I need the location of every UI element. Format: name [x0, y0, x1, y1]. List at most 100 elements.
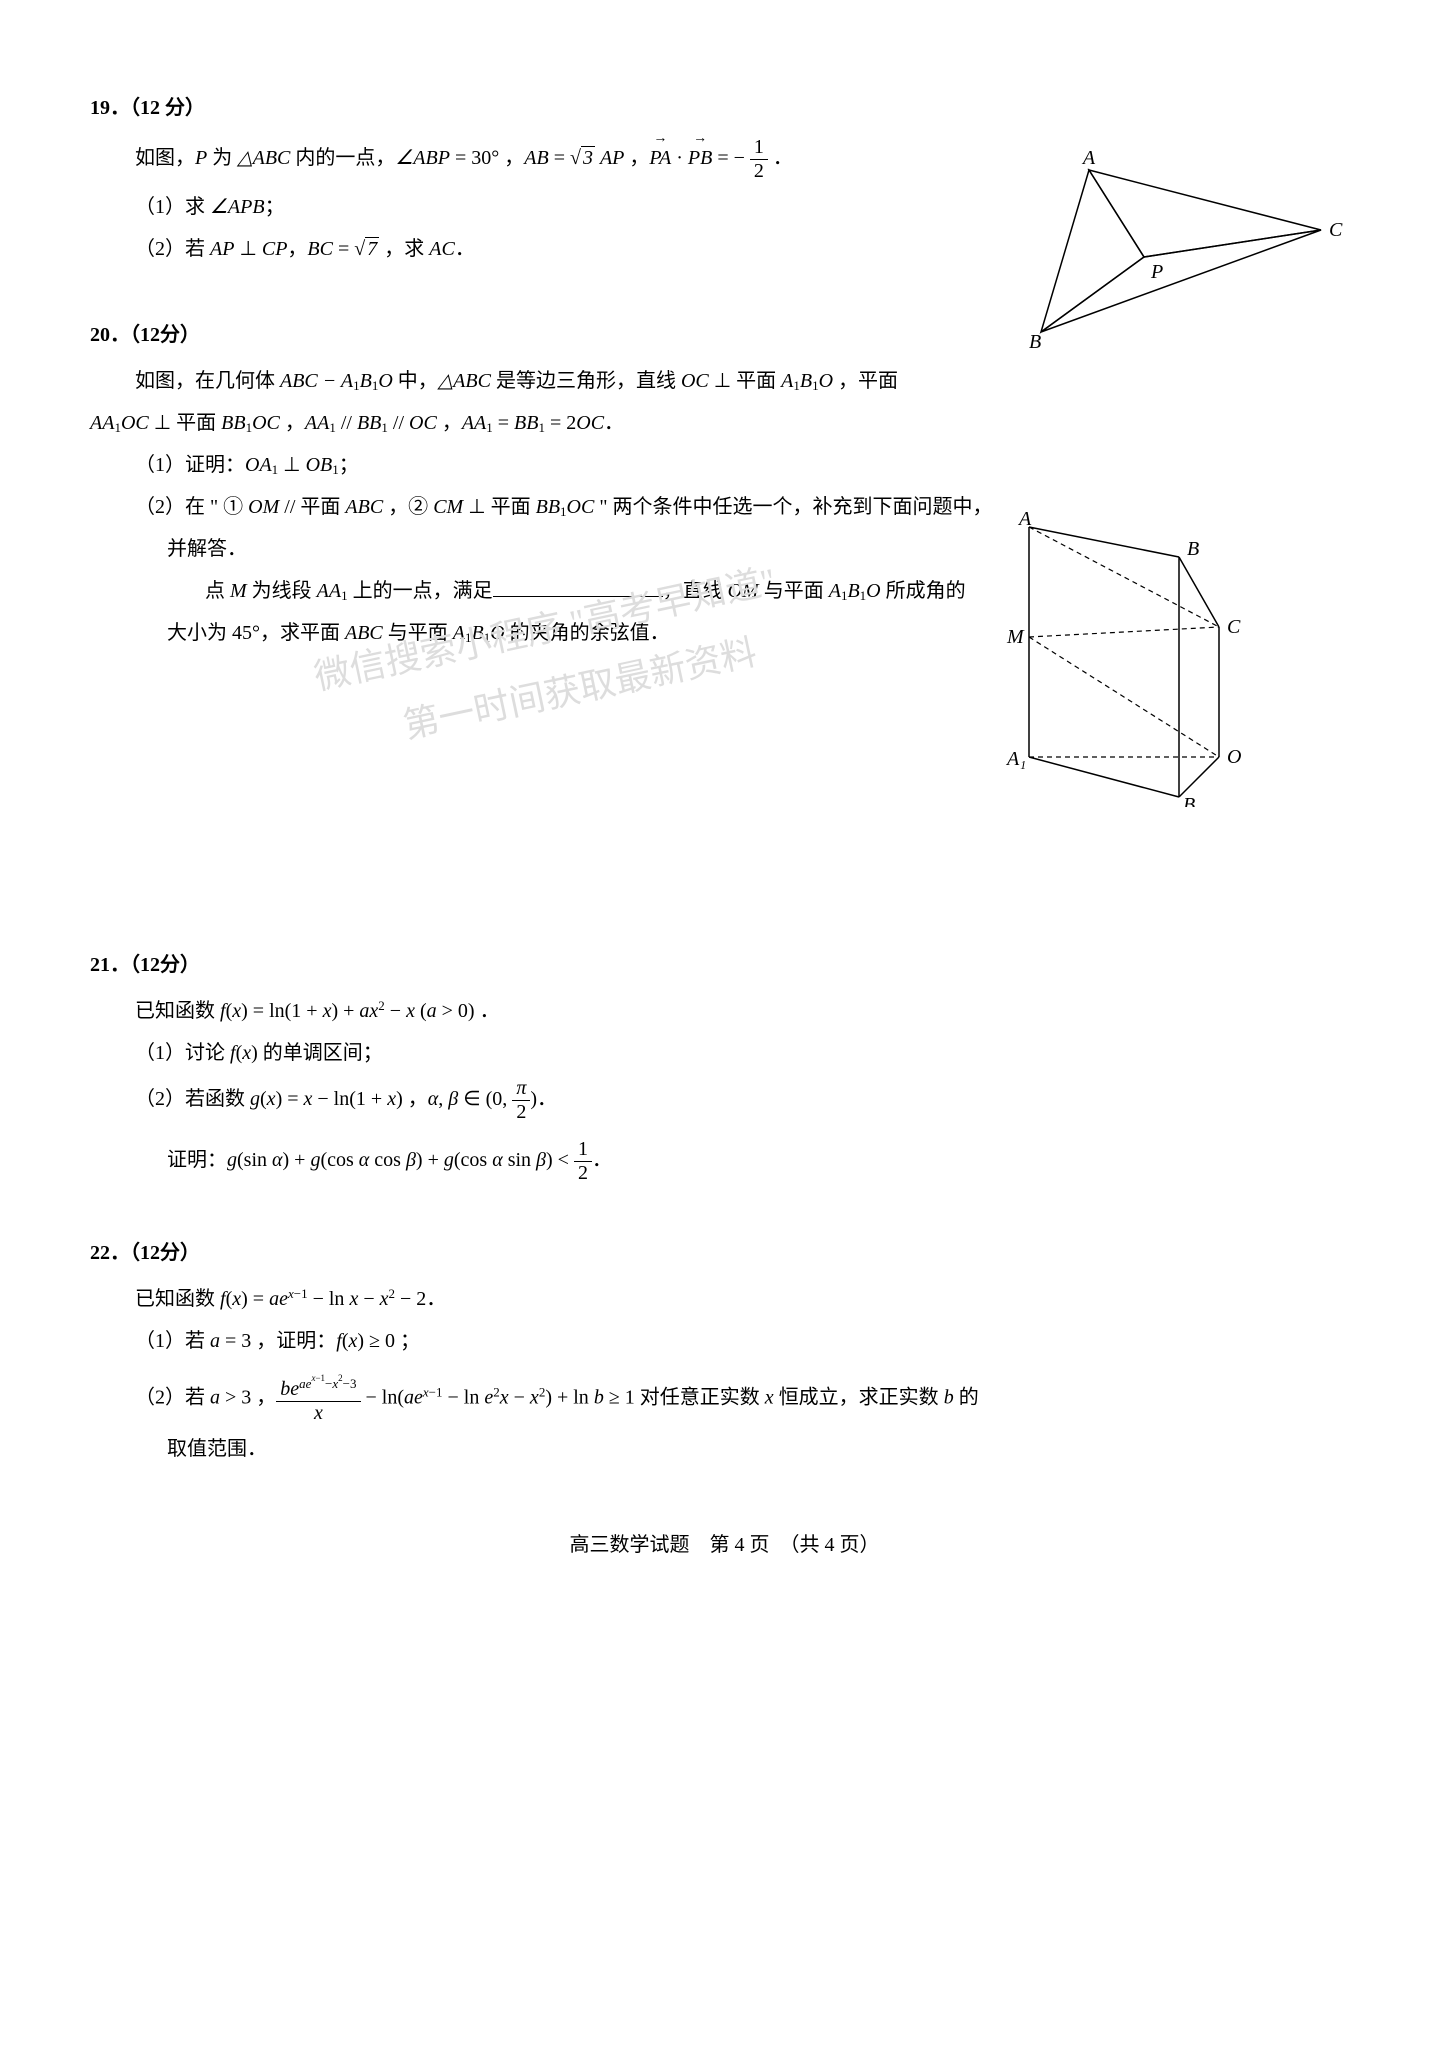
math: > 3: [220, 1387, 251, 1409]
math: =: [549, 147, 570, 169]
p21-intro: 已知函数 f(x) = ln(1 + x) + ax2 − x (a > 0) …: [135, 993, 1359, 1029]
math: (cos: [320, 1149, 358, 1171]
math: x: [387, 1088, 396, 1110]
math: ≥ 1: [604, 1387, 635, 1409]
text: 为线段: [247, 580, 317, 602]
math: A1B1O: [781, 370, 833, 392]
text: 恒成立，求正实数: [774, 1387, 944, 1409]
math: AP: [210, 238, 234, 260]
text: 大小为 45°，求平面: [167, 622, 345, 644]
text: ，: [403, 1088, 428, 1110]
math: ⊥: [234, 238, 261, 260]
text: （1）讨论: [135, 1042, 230, 1064]
text: ，证明：: [251, 1330, 336, 1352]
problem-22-body: 已知函数 f(x) = aex−1 − ln x − x2 − 2． （1）若 …: [90, 1281, 1359, 1467]
frac: beaex−1−x2−3x: [276, 1373, 360, 1425]
math: ) = ln(1 +: [241, 1000, 322, 1022]
math: AA1: [317, 580, 348, 602]
frac: 12: [574, 1138, 592, 1185]
math: ae: [404, 1387, 423, 1409]
math: b: [944, 1387, 954, 1409]
text: 内的一点，: [290, 147, 395, 169]
math: β: [448, 1088, 458, 1110]
math: ⊥: [149, 412, 176, 434]
text: ．: [604, 412, 624, 434]
text: 已知函数: [135, 1288, 220, 1310]
math: ) ≥ 0: [357, 1330, 395, 1352]
math: α: [428, 1088, 439, 1110]
svg-text:M: M: [1006, 626, 1025, 648]
math: △ABC: [438, 370, 491, 392]
problem-22-header: 22．（12分）: [90, 1235, 1359, 1271]
math: =: [493, 412, 514, 434]
frac: π2: [512, 1077, 530, 1124]
p20-line2: AA1OC ⊥ 平面 BB1OC ，AA1 // BB1 // OC ，AA1 …: [90, 405, 1359, 441]
problem-20-header: 20．（12分）: [90, 317, 1359, 353]
math: x: [242, 1042, 251, 1064]
math: ): [396, 1088, 403, 1110]
text: 平面: [491, 496, 536, 518]
p22-sub2f: 取值范围．: [135, 1431, 1359, 1467]
math: ，: [624, 147, 649, 169]
text: ，: [287, 238, 307, 260]
math: (cos: [454, 1149, 492, 1171]
math: BB1: [514, 412, 545, 434]
math: (: [342, 1330, 349, 1352]
math: ) + ln: [545, 1387, 594, 1409]
math: − ln(: [361, 1387, 405, 1409]
math: − 2: [395, 1288, 426, 1310]
math: M: [230, 580, 247, 602]
math: sin: [503, 1149, 536, 1171]
text: 平面: [736, 370, 781, 392]
math: ax: [359, 1000, 378, 1022]
math: CM: [433, 496, 463, 518]
math: =: [333, 238, 354, 260]
footer-page: 第 4 页: [710, 1534, 770, 1556]
problem-19-header: 19．（12 分）: [90, 90, 1359, 126]
math: x: [765, 1387, 774, 1409]
math: OC: [409, 412, 437, 434]
math: ) +: [331, 1000, 359, 1022]
math: α: [272, 1149, 283, 1171]
p21-sub2: （2）若函数 g(x) = x − ln(1 + x) ，α, β ∈ (0, …: [135, 1077, 1359, 1124]
math: (: [260, 1088, 267, 1110]
svg-text:O: O: [1227, 746, 1241, 768]
math: ) +: [283, 1149, 311, 1171]
text: ，直线: [663, 580, 728, 602]
svg-text:A: A: [1017, 508, 1032, 530]
math: − ln: [308, 1288, 350, 1310]
problem-21-body: 已知函数 f(x) = ln(1 + x) + ax2 − x (a > 0) …: [90, 993, 1359, 1185]
text: ．: [480, 1000, 500, 1022]
text: （1）求: [135, 196, 210, 218]
math: OB1: [306, 454, 339, 476]
math: x: [232, 1000, 241, 1022]
text: ，②: [383, 496, 433, 518]
math: ABC: [345, 496, 383, 518]
text: 中，: [393, 370, 438, 392]
math: AA1: [305, 412, 336, 434]
problem-22: 22．（12分） 已知函数 f(x) = aex−1 − ln x − x2 −…: [90, 1235, 1359, 1467]
math: = 3: [220, 1330, 251, 1352]
math: ) =: [241, 1288, 269, 1310]
math: ) <: [546, 1149, 574, 1171]
svg-text:P: P: [1150, 261, 1163, 283]
math: AA1: [462, 412, 493, 434]
math: 3: [570, 146, 595, 169]
math: ⊥: [463, 496, 490, 518]
math: ae: [269, 1288, 288, 1310]
text: ．: [426, 1288, 446, 1310]
p20-sub1: （1）证明：OA1 ⊥ OB1；: [135, 447, 1359, 483]
text: ；: [265, 196, 285, 218]
problem-21-header: 21．（12分）: [90, 947, 1359, 983]
p22-intro: 已知函数 f(x) = aex−1 − ln x − x2 − 2．: [135, 1281, 1359, 1317]
text: ，: [437, 412, 462, 434]
math: −: [358, 1288, 379, 1310]
math: AP: [600, 147, 624, 169]
p22-sub1: （1）若 a = 3 ，证明：f(x) ≥ 0 ；: [135, 1323, 1359, 1359]
math: BB1: [357, 412, 388, 434]
math: x: [267, 1088, 276, 1110]
text: 的夹角的余弦值．: [505, 622, 670, 644]
svg-text:A: A: [1081, 150, 1096, 169]
text: 证明：: [167, 1149, 227, 1171]
math: g: [227, 1149, 237, 1171]
